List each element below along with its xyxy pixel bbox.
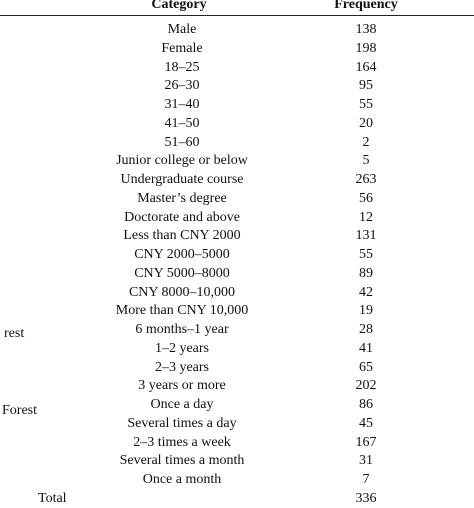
frequency-cell: 19 [359, 303, 373, 319]
category-cell: 1–2 years [154, 340, 210, 356]
table-row: 51–60 2 [0, 134, 474, 152]
header-frequency: Frequency [334, 0, 398, 12]
category-cell: Female [161, 40, 203, 56]
frequency-cell: 45 [359, 415, 373, 431]
category-cell: Undergraduate course [120, 172, 244, 187]
table-row: CNY 5000–8000 89 [0, 265, 474, 283]
frequency-cell: 164 [355, 59, 377, 75]
table-row: CNY 8000–10,000 42 [0, 284, 474, 302]
frequency-cell: 167 [355, 434, 377, 450]
category-cell: 3 years or more [138, 378, 226, 394]
frequency-cell: 42 [359, 284, 373, 300]
category-cell: 26–30 [164, 78, 200, 94]
frequency-cell: 263 [355, 172, 377, 187]
total-label: Total [38, 490, 67, 506]
category-cell: 2–3 years [154, 359, 210, 375]
frequency-cell: 202 [355, 378, 377, 394]
frequency-cell: 28 [359, 322, 373, 337]
table-row: Several times a month 31 [0, 452, 474, 470]
frequency-cell: 31 [359, 453, 373, 469]
table-row: Undergraduate course 263 [0, 171, 474, 189]
category-cell: 6 months–1 year [135, 322, 229, 337]
category-cell: Junior college or below [116, 153, 248, 169]
frequency-cell: 95 [359, 78, 373, 94]
frequency-cell: 55 [359, 97, 373, 112]
frequency-cell: 41 [359, 340, 373, 356]
table-row: Junior college or below 5 [0, 152, 474, 170]
category-cell: Several times a month [119, 453, 245, 469]
table-row: Doctorate and above 12 [0, 209, 474, 227]
category-cell: Once a day [150, 397, 214, 412]
table-row: 6 months–1 year 28 [0, 321, 474, 339]
variable-label-partial-1: rest [4, 326, 25, 341]
category-cell: Less than CNY 2000 [123, 228, 241, 244]
category-cell: 41–50 [164, 115, 200, 131]
table-row: 26–30 95 [0, 77, 474, 95]
frequency-cell: 20 [359, 115, 373, 131]
category-cell: 2–3 times a week [133, 434, 231, 450]
table-row: Once a day 86 [0, 396, 474, 414]
category-cell: Master’s degree [137, 190, 227, 206]
category-cell: 51–60 [164, 134, 200, 150]
table-row: Master’s degree 56 [0, 190, 474, 208]
category-cell: Male [167, 22, 197, 37]
category-cell: CNY 8000–10,000 [128, 284, 236, 300]
category-cell: More than CNY 10,000 [115, 303, 249, 319]
table-row: CNY 2000–5000 55 [0, 246, 474, 264]
header-rule [0, 15, 474, 16]
header-category: Category [151, 0, 207, 12]
frequency-cell: 55 [359, 247, 373, 262]
table-header-row: Category Frequency [0, 0, 474, 14]
frequency-cell: 198 [355, 40, 377, 56]
table-row: Female 198 [0, 40, 474, 58]
category-cell: 31–40 [164, 97, 200, 112]
frequency-cell: 56 [359, 190, 373, 206]
category-cell: CNY 2000–5000 [134, 247, 230, 262]
frequency-cell: 89 [359, 265, 373, 281]
table-row: 3 years or more 202 [0, 377, 474, 395]
frequency-cell: 138 [355, 22, 377, 37]
frequency-cell: 65 [359, 359, 373, 375]
frequency-cell: 12 [359, 209, 373, 225]
table-row: 18–25 164 [0, 59, 474, 77]
frequency-cell: 131 [355, 228, 377, 244]
category-cell: Doctorate and above [124, 209, 240, 225]
table-row: Less than CNY 2000 131 [0, 227, 474, 245]
table-row: 1–2 years 41 [0, 340, 474, 358]
total-frequency: 336 [355, 490, 377, 506]
frequency-cell: 86 [359, 397, 373, 412]
variable-label-partial-2: Forest [2, 403, 37, 418]
table-row: 2–3 times a week 167 [0, 434, 474, 452]
frequency-cell: 2 [362, 134, 370, 150]
category-cell: CNY 5000–8000 [134, 265, 230, 281]
total-row: Total 336 [0, 490, 474, 508]
table-row: 31–40 55 [0, 96, 474, 114]
category-cell: Several times a day [127, 415, 237, 431]
table-row: More than CNY 10,000 19 [0, 302, 474, 320]
table-row: 41–50 20 [0, 115, 474, 133]
frequency-cell: 5 [362, 153, 370, 169]
table-row: Several times a day 45 [0, 415, 474, 433]
category-cell: 18–25 [164, 59, 200, 75]
table-row: 2–3 years 65 [0, 359, 474, 377]
table-row: Male 138 [0, 21, 474, 39]
